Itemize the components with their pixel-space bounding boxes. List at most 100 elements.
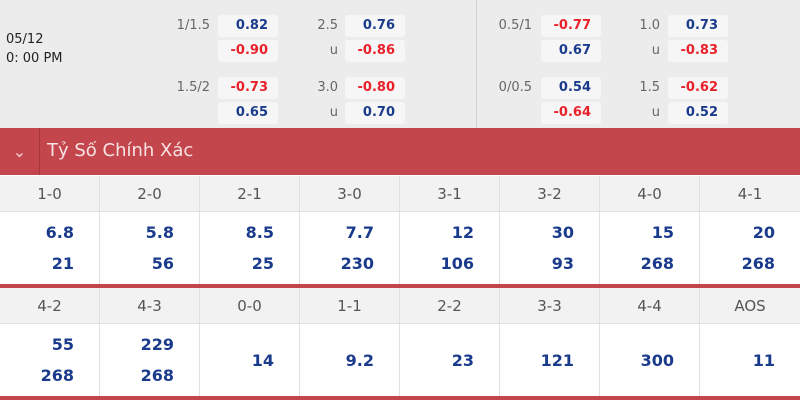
score-odds: 30 93 bbox=[500, 212, 599, 284]
odds-value[interactable]: 230 bbox=[340, 254, 374, 273]
odds-value[interactable]: 268 bbox=[40, 366, 74, 385]
score-cell: 0-0 14 bbox=[200, 288, 300, 396]
odds-value-button[interactable]: -0.73 bbox=[218, 77, 278, 99]
score-label: AOS bbox=[700, 288, 800, 324]
score-label: 3-3 bbox=[500, 288, 599, 324]
score-label: 4-4 bbox=[600, 288, 699, 324]
odds-value-button[interactable]: 0.82 bbox=[218, 15, 278, 37]
odds-line-label: 1/1.5 bbox=[176, 18, 210, 33]
score-cell: 2-2 23 bbox=[400, 288, 500, 396]
score-cell: 4-1 20 268 bbox=[700, 176, 800, 284]
odds-value[interactable]: 300 bbox=[640, 350, 674, 370]
score-label: 2-2 bbox=[400, 288, 499, 324]
odds-value[interactable]: 106 bbox=[440, 254, 474, 273]
odds-value[interactable]: 7.7 bbox=[345, 223, 374, 242]
odds-value[interactable]: 11 bbox=[752, 350, 775, 370]
odds-value[interactable]: 15 bbox=[651, 223, 674, 242]
odds-value-button[interactable]: 0.54 bbox=[541, 77, 601, 99]
under-label: u bbox=[651, 43, 660, 58]
under-label: u bbox=[329, 43, 338, 58]
odds-value[interactable]: 23 bbox=[451, 350, 474, 370]
odds-value-button[interactable]: 0.76 bbox=[345, 15, 405, 37]
odds-value[interactable]: 6.8 bbox=[45, 223, 74, 242]
score-odds: 229 268 bbox=[100, 324, 199, 396]
odds-value-button[interactable]: 0.67 bbox=[541, 40, 601, 62]
score-odds: 300 bbox=[600, 324, 699, 396]
score-label: 4-2 bbox=[0, 288, 99, 324]
odds-value-button[interactable]: -0.64 bbox=[541, 102, 601, 124]
section-header[interactable]: ⌄ Tỷ Số Chính Xác bbox=[0, 128, 800, 175]
odds-value[interactable]: 55 bbox=[51, 335, 74, 354]
score-cell: 2-1 8.5 25 bbox=[200, 176, 300, 284]
odds-value-button[interactable]: -0.86 bbox=[345, 40, 405, 62]
odds-value[interactable]: 21 bbox=[51, 254, 74, 273]
score-cell: 3-0 7.7 230 bbox=[300, 176, 400, 284]
odds-value[interactable]: 56 bbox=[151, 254, 174, 273]
odds-line-label: 3.0 bbox=[317, 80, 338, 95]
score-label: 3-1 bbox=[400, 176, 499, 212]
odds-value-button[interactable]: 0.65 bbox=[218, 102, 278, 124]
section-title: Tỷ Số Chính Xác bbox=[47, 140, 194, 161]
odds-value[interactable]: 20 bbox=[752, 223, 775, 242]
row-divider bbox=[0, 284, 800, 288]
score-odds: 9.2 bbox=[300, 324, 399, 396]
odds-value-button[interactable]: 0.52 bbox=[668, 102, 728, 124]
odds-line-label: 0.5/1 bbox=[498, 18, 532, 33]
score-odds: 55 268 bbox=[0, 324, 99, 396]
under-label: u bbox=[329, 105, 338, 120]
score-label: 3-0 bbox=[300, 176, 399, 212]
score-odds: 6.8 21 bbox=[0, 212, 99, 284]
score-odds: 5.8 56 bbox=[100, 212, 199, 284]
score-odds: 15 268 bbox=[600, 212, 699, 284]
odds-value[interactable]: 121 bbox=[540, 350, 574, 370]
odds-value[interactable]: 14 bbox=[251, 350, 274, 370]
odds-value[interactable]: 229 bbox=[140, 335, 174, 354]
odds-value[interactable]: 12 bbox=[451, 223, 474, 242]
odds-value[interactable]: 93 bbox=[551, 254, 574, 273]
odds-line-label: 0/0.5 bbox=[498, 80, 532, 95]
under-label: u bbox=[651, 105, 660, 120]
row-divider bbox=[0, 396, 800, 400]
chevron-down-icon[interactable]: ⌄ bbox=[0, 128, 40, 175]
score-cell: AOS 11 bbox=[700, 288, 800, 396]
score-cell: 3-3 121 bbox=[500, 288, 600, 396]
odds-value-button[interactable]: -0.90 bbox=[218, 40, 278, 62]
match-time: 0: 00 PM bbox=[6, 51, 63, 66]
score-odds: 8.5 25 bbox=[200, 212, 299, 284]
score-label: 4-1 bbox=[700, 176, 800, 212]
score-label: 2-1 bbox=[200, 176, 299, 212]
odds-line-label: 1.5 bbox=[639, 80, 660, 95]
odds-value-button[interactable]: 0.70 bbox=[345, 102, 405, 124]
odds-value-button[interactable]: -0.80 bbox=[345, 77, 405, 99]
odds-line-label: 2.5 bbox=[317, 18, 338, 33]
score-odds: 20 268 bbox=[700, 212, 800, 284]
score-odds: 14 bbox=[200, 324, 299, 396]
score-cell: 1-1 9.2 bbox=[300, 288, 400, 396]
odds-value-button[interactable]: -0.83 bbox=[668, 40, 728, 62]
odds-value[interactable]: 25 bbox=[251, 254, 274, 273]
odds-value[interactable]: 268 bbox=[741, 254, 775, 273]
odds-value[interactable]: 5.8 bbox=[145, 223, 174, 242]
odds-value[interactable]: 30 bbox=[551, 223, 574, 242]
odds-value[interactable]: 268 bbox=[140, 366, 174, 385]
odds-value-button[interactable]: -0.62 bbox=[668, 77, 728, 99]
odds-value[interactable]: 8.5 bbox=[245, 223, 274, 242]
score-grid-row-2: 4-2 55 268 4-3 229 268 0-0 14 1-1 9.2 2-2 23 3-3 121 4… bbox=[0, 288, 800, 396]
odds-line-label: 1.0 bbox=[639, 18, 660, 33]
score-odds: 7.7 230 bbox=[300, 212, 399, 284]
score-grid-row-1: 1-0 6.8 21 2-0 5.8 56 2-1 8.5 25 3-0 7.7 230 3-1 12 10… bbox=[0, 176, 800, 284]
odds-value[interactable]: 268 bbox=[640, 254, 674, 273]
score-label: 1-0 bbox=[0, 176, 99, 212]
odds-value-button[interactable]: -0.77 bbox=[541, 15, 601, 37]
score-label: 4-0 bbox=[600, 176, 699, 212]
score-cell: 4-2 55 268 bbox=[0, 288, 100, 396]
odds-value[interactable]: 9.2 bbox=[345, 350, 374, 370]
odds-panel: 05/12 0: 00 PM 1/1.5 0.82 -0.90 2.5 u 0.76 -0.… bbox=[0, 0, 800, 128]
odds-value-button[interactable]: 0.73 bbox=[668, 15, 728, 37]
score-cell: 3-2 30 93 bbox=[500, 176, 600, 284]
divider bbox=[476, 0, 477, 128]
score-cell: 4-4 300 bbox=[600, 288, 700, 396]
match-date: 05/12 bbox=[6, 32, 44, 47]
score-label: 2-0 bbox=[100, 176, 199, 212]
score-label: 3-2 bbox=[500, 176, 599, 212]
